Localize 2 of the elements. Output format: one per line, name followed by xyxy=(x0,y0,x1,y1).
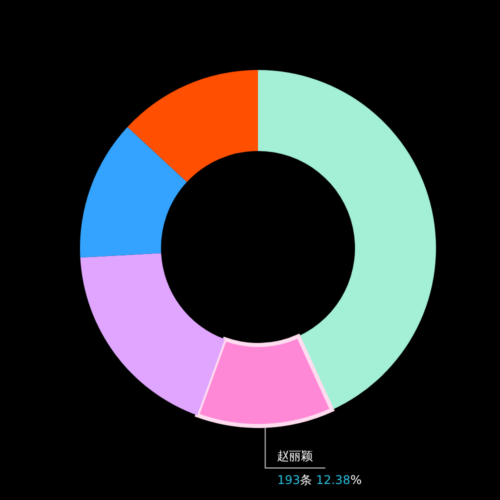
data-label: 193条 12.38% xyxy=(277,473,362,487)
slice-label: 赵丽颖 xyxy=(277,449,314,463)
